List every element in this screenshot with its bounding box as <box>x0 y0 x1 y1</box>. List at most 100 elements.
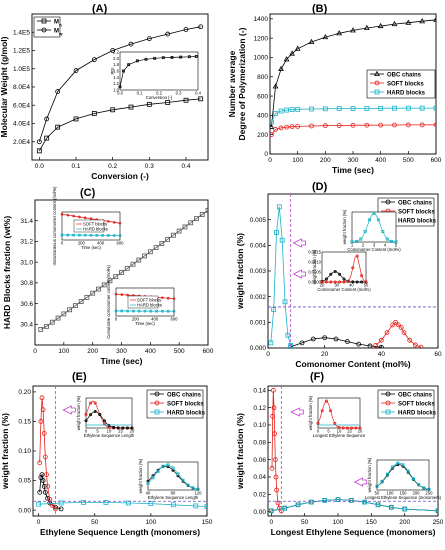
data-point <box>78 299 84 304</box>
y-tick-label: 31.4 <box>20 218 33 225</box>
legend-frame <box>377 389 435 419</box>
x-tick-label: 500 <box>403 157 414 164</box>
data-point <box>295 123 301 129</box>
y-tick-label: 31.0 <box>20 259 33 266</box>
inset-y-label: PDI <box>110 68 115 75</box>
inset-data-point <box>84 413 88 417</box>
data-point <box>285 332 291 338</box>
inset-frame <box>147 461 199 491</box>
callout-arrow <box>290 407 304 417</box>
data-point <box>270 132 274 138</box>
y-tick-label: 0.10 <box>18 448 31 455</box>
inset-x-tick-label: 10 <box>107 429 112 434</box>
hard-inset: weight fraction (%)Comonomer Content (mo… <box>342 209 401 252</box>
data-point <box>402 506 408 512</box>
inset-y-tick-label: 0.0000 <box>308 280 321 285</box>
legend-entry: SOFT blocks <box>167 402 204 408</box>
series-line <box>38 501 207 507</box>
inset-data-point <box>93 409 97 413</box>
data-point <box>58 506 64 512</box>
data-point <box>282 299 288 305</box>
data-point <box>170 502 176 508</box>
inset-data-point <box>144 57 148 61</box>
inset-data-point <box>116 426 120 430</box>
legend-entry: OBC chains <box>167 393 202 399</box>
inset-data-point <box>89 401 93 405</box>
data-point <box>182 224 188 230</box>
inset-data-point <box>376 218 380 222</box>
inset-x-tick-label: 250 <box>426 491 434 496</box>
x-axis-label: Ethylene Sequence Length (monomers) <box>40 527 200 537</box>
data-point <box>36 148 42 154</box>
data-point <box>391 20 398 27</box>
inset-data-point <box>135 59 139 63</box>
data-point <box>204 504 207 509</box>
y-axis-label: weight fraction (%) <box>0 413 10 490</box>
x-tick-label: 0 <box>33 348 37 355</box>
inset-data-point <box>338 280 342 284</box>
inset-x-tick-label: 200 <box>132 317 140 322</box>
data-point <box>91 111 97 116</box>
data-point <box>322 123 328 129</box>
data-point <box>72 303 78 309</box>
inset-x-label: Time (sec) <box>135 321 155 326</box>
series-line <box>39 473 62 510</box>
data-point <box>37 489 43 495</box>
series-line <box>271 124 436 135</box>
inset-data-point <box>359 237 363 241</box>
data-point <box>274 487 280 493</box>
y-tick-label: 0.002 <box>250 294 267 301</box>
y-tick-label: 6.0E4 <box>13 102 30 109</box>
inset-data-point <box>406 469 410 473</box>
inset-data-point <box>93 401 97 405</box>
data-point <box>273 474 279 480</box>
data-point <box>147 249 153 255</box>
soft-inset: weight fraction (%)Comonomer Content (mo… <box>308 249 371 292</box>
y-tick-label: 1000 <box>254 55 269 62</box>
data-point <box>42 489 48 495</box>
x-tick-label: 100 <box>58 348 69 355</box>
data-point <box>283 56 290 62</box>
inset-y-tick-label: 0.0005 <box>308 270 321 275</box>
x-tick-label: 0 <box>268 157 272 164</box>
callout-arrow <box>62 405 76 415</box>
x-tick-label: 20 <box>321 351 329 358</box>
data-point <box>322 33 329 40</box>
legend: OBC chains SOFT blocks HARD blocks <box>377 389 437 419</box>
inset-data-point <box>66 233 70 237</box>
data-point <box>378 122 384 128</box>
inset-x-tick-label: 30 <box>334 283 339 288</box>
data-point <box>350 122 356 128</box>
x-tick-label: 0.3 <box>145 163 154 170</box>
inset-data-point <box>341 426 345 430</box>
data-point <box>392 122 397 128</box>
inset-x-label: Ethylene Sequence Length <box>148 495 199 500</box>
inset-data-point <box>390 239 394 243</box>
x-tick-label: 100 <box>145 519 156 526</box>
inset-data-point <box>396 461 400 465</box>
series-line <box>38 98 201 152</box>
y-tick-label: 1.4E5 <box>13 29 30 36</box>
series-group <box>268 387 438 514</box>
inset-data-point <box>181 478 185 482</box>
x-tick-label: 0.2 <box>108 163 117 170</box>
data-point <box>433 122 436 128</box>
inset-data-point <box>333 421 337 425</box>
data-point <box>96 286 101 292</box>
inset-data-point <box>385 237 389 241</box>
data-point <box>344 339 350 344</box>
data-point <box>393 319 398 325</box>
inset-x-tick-label: 0 <box>317 429 320 434</box>
x-tick-label: 200 <box>399 519 410 526</box>
y-axis-label: weight fraction (%) <box>235 413 245 490</box>
legend-marker <box>154 400 160 406</box>
data-point <box>395 322 401 328</box>
inset-data-point <box>329 409 333 413</box>
data-point <box>193 503 199 509</box>
series-group <box>270 16 436 138</box>
y-tick-label: 0.005 <box>250 217 267 224</box>
short-seq-inset: weight fraction (%)Ethylene Sequence Len… <box>76 395 135 438</box>
inset-x-label: Conversion (-) <box>146 95 173 100</box>
legend-marker <box>41 27 47 33</box>
